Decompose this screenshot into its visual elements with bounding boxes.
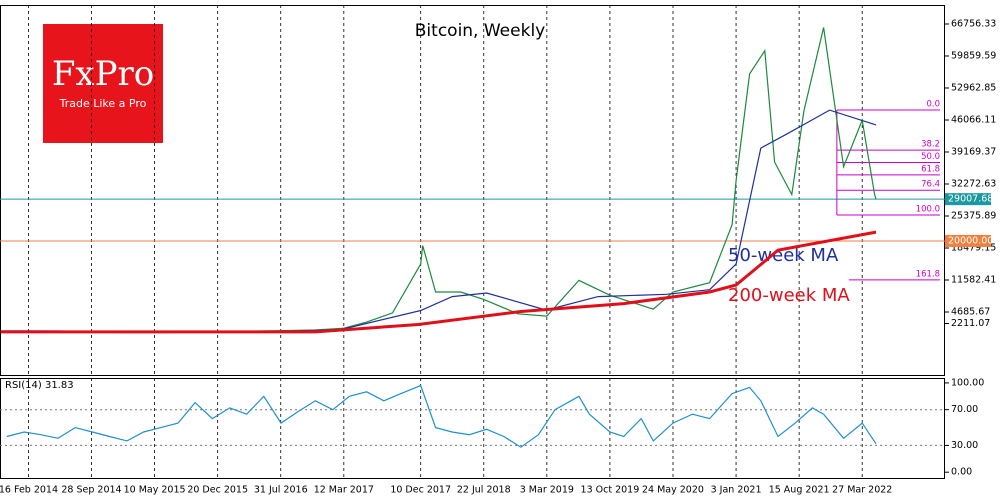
- fib-label: 0.0: [926, 99, 940, 109]
- x-tick-label: 28 Sep 2014: [61, 485, 121, 496]
- x-tick-label: 12 Mar 2017: [314, 485, 374, 496]
- price-level-box: [945, 234, 991, 247]
- logo-tagline: Trade Like a Pro: [59, 97, 147, 110]
- price-level-label: 20000.00: [948, 235, 993, 246]
- y-tick-label: 0.00: [951, 467, 972, 478]
- logo: [43, 24, 163, 143]
- y-tick-label: 100.00: [951, 377, 984, 388]
- fib-label: 76.4: [921, 180, 940, 190]
- x-tick-label: 13 Oct 2019: [581, 485, 640, 496]
- fib-label: 50.0: [921, 152, 940, 162]
- y-tick-label: 30.00: [951, 440, 978, 451]
- y-tick-label: 2211.07: [951, 318, 990, 329]
- y-tick-label: 70.00: [951, 404, 978, 415]
- y-tick-label: 59859.59: [951, 50, 996, 61]
- series-line: [0, 230, 877, 334]
- price-level-label: 29007.68: [948, 194, 993, 205]
- x-tick-label: 27 Mar 2022: [832, 485, 892, 496]
- x-tick-label: 10 May 2015: [124, 485, 186, 496]
- y-tick-label: 4685.67: [951, 307, 990, 318]
- rsi-panel: [0, 378, 945, 479]
- price-level-box: [945, 193, 991, 206]
- x-tick-label: 24 May 2020: [642, 485, 704, 496]
- x-tick-label: 22 Jul 2018: [457, 485, 511, 496]
- y-tick-label: 52962.85: [951, 83, 996, 94]
- x-tick-label: 3 Jan 2021: [711, 485, 762, 496]
- x-tick-label: 16 Feb 2014: [0, 485, 58, 496]
- x-tick-label: 15 Aug 2021: [769, 485, 830, 496]
- y-tick-label: 25375.89: [951, 211, 996, 222]
- y-tick-label: 66756.33: [951, 18, 996, 29]
- series-label: 50-week MA: [728, 245, 839, 266]
- y-tick-label: 32272.63: [951, 179, 996, 190]
- x-tick-label: 31 Jul 2016: [254, 485, 308, 496]
- y-tick-label: 46066.11: [951, 115, 996, 126]
- y-tick-label: 18479.15: [951, 243, 996, 254]
- y-tick-label: 39169.37: [951, 147, 996, 158]
- x-tick-label: 20 Dec 2015: [187, 485, 248, 496]
- rsi-title: RSI(14) 31.83: [5, 380, 74, 391]
- fib-label: 100.0: [916, 204, 940, 214]
- x-tick-label: 10 Dec 2017: [390, 485, 451, 496]
- fib-label: 161.8: [916, 269, 940, 279]
- logo-name: FxPro: [52, 54, 154, 94]
- chart-title: Bitcoin, Weekly: [415, 21, 545, 41]
- fib-label: 38.2: [921, 140, 940, 150]
- x-tick-label: 3 Mar 2019: [520, 485, 574, 496]
- y-tick-label: 11582.41: [951, 275, 996, 286]
- series-label: 200-week MA: [728, 285, 850, 306]
- series-line: [6, 384, 877, 448]
- fib-label: 61.8: [921, 164, 940, 174]
